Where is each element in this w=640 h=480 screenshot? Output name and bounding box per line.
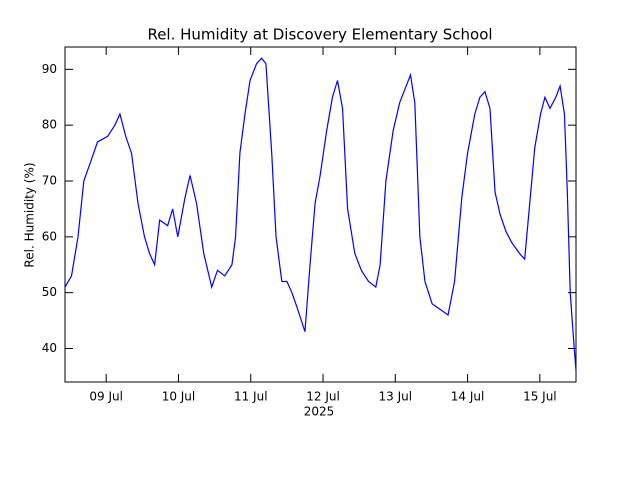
x-tick-label: 14 Jul [451,390,485,404]
y-tick-label: 40 [42,341,57,355]
y-tick-label: 50 [42,285,57,299]
data-line [64,57,577,371]
x-axis-label: 2025 [304,405,335,419]
y-tick-label: 80 [42,118,57,132]
chart-title: Rel. Humidity at Discovery Elementary Sc… [147,26,492,44]
y-tick-label: 90 [42,62,57,76]
x-tick-label: 11 Jul [234,390,268,404]
y-tick-label: 70 [42,174,57,188]
x-tick-label: 12 Jul [306,390,340,404]
y-axis-label: Rel. Humidity (%) [23,162,37,267]
y-tick-label: 60 [42,229,57,243]
plot-frame [64,46,577,383]
x-tick-label: 13 Jul [379,390,413,404]
x-tick-label: 10 Jul [162,390,196,404]
x-tick-label: 09 Jul [89,390,123,404]
x-tick-label: 15 Jul [523,390,557,404]
